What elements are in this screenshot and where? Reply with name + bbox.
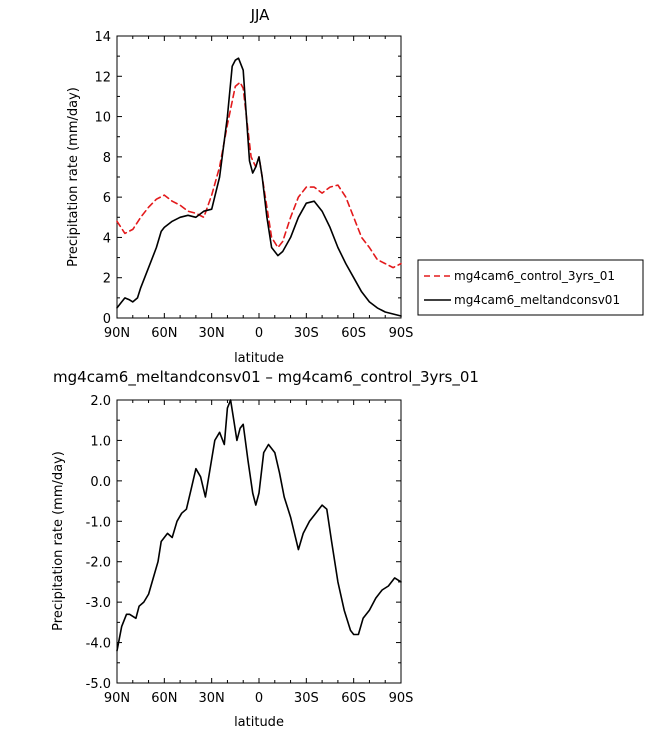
bottom-ticks: 90N 60N 30N 0 30S 60S 90S -5.0 -4.0 -3.0 -2.0 -1.0 0… xyxy=(86,394,414,706)
bottom-y-tick-label: -2.0 xyxy=(86,556,111,571)
top-series-group xyxy=(116,57,402,317)
legend-label-control: mg4cam6_control_3yrs_01 xyxy=(454,269,615,283)
bottom-x-tick-label: 0 xyxy=(255,691,263,706)
top-x-tick-label: 30N xyxy=(199,326,225,341)
top-y-tick-label: 2 xyxy=(103,272,111,287)
bottom-y-tick-label: 1.0 xyxy=(90,434,111,449)
top-y-tick-label: 6 xyxy=(103,191,111,206)
top-series-line-1 xyxy=(116,57,402,317)
bottom-series-group xyxy=(116,399,402,652)
bottom-x-tick-label: 60S xyxy=(341,691,366,706)
legend-label-meltandconsv: mg4cam6_meltandconsv01 xyxy=(454,293,620,307)
top-y-axis-label: Precipitation rate (mm/day) xyxy=(66,87,81,267)
bottom-x-tick-label: 90N xyxy=(104,691,130,706)
bottom-plot-frame xyxy=(116,399,402,684)
legend: mg4cam6_control_3yrs_01 mg4cam6_meltandc… xyxy=(417,259,644,316)
top-ticks: 90N 60N 30N 0 30S 60S 90S 0 2 4 6 8 10 12 14 xyxy=(94,30,413,341)
top-x-tick-label: 0 xyxy=(255,326,263,341)
top-y-tick-label: 4 xyxy=(103,231,111,246)
top-series-line-0 xyxy=(116,81,402,269)
bottom-y-axis-label: Precipitation rate (mm/day) xyxy=(51,451,66,631)
top-y-tick-label: 14 xyxy=(94,30,111,45)
top-chart-title: JJA xyxy=(250,6,271,24)
top-x-tick-label: 60N xyxy=(151,326,177,341)
bottom-x-axis-label: latitude xyxy=(234,715,284,730)
legend-box xyxy=(417,259,644,316)
bottom-series-line-0 xyxy=(116,399,402,652)
top-x-axis-label: latitude xyxy=(234,351,284,366)
bottom-y-tick-label: -5.0 xyxy=(86,677,111,692)
top-x-tick-label: 90S xyxy=(389,326,414,341)
top-y-tick-label: 12 xyxy=(94,70,111,85)
top-plot-frame xyxy=(116,35,402,319)
top-y-tick-label: 8 xyxy=(103,151,111,166)
bottom-y-tick-label: -1.0 xyxy=(86,515,111,530)
bottom-x-tick-label: 60N xyxy=(151,691,177,706)
top-panel: JJA 90N 60N 30N 0 30S 60S 90S 0 2 4 6 8 10 12 14 latit… xyxy=(66,6,644,366)
bottom-x-tick-label: 30N xyxy=(199,691,225,706)
bottom-y-tick-label: -4.0 xyxy=(86,637,111,652)
top-x-tick-label: 30S xyxy=(294,326,319,341)
bottom-chart-title: mg4cam6_meltandconsv01 – mg4cam6_control… xyxy=(53,368,479,387)
bottom-panel: mg4cam6_meltandconsv01 – mg4cam6_control… xyxy=(51,368,479,730)
bottom-y-tick-label: 0.0 xyxy=(90,475,111,490)
top-y-tick-label: 10 xyxy=(94,111,111,126)
bottom-x-tick-label: 30S xyxy=(294,691,319,706)
bottom-y-tick-label: -3.0 xyxy=(86,596,111,611)
top-x-tick-label: 60S xyxy=(341,326,366,341)
top-x-tick-label: 90N xyxy=(104,326,130,341)
top-y-tick-label: 0 xyxy=(103,312,111,327)
bottom-y-tick-label: 2.0 xyxy=(90,394,111,409)
bottom-x-tick-label: 90S xyxy=(389,691,414,706)
